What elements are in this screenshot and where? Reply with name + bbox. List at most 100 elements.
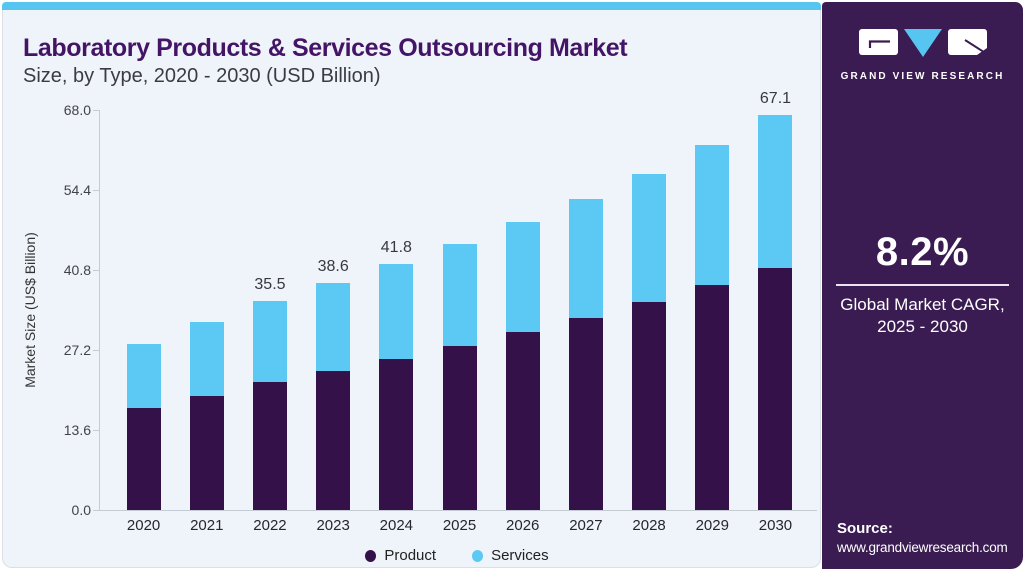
source-url: www.grandviewresearch.com — [837, 540, 1008, 555]
bar-slot-2027 — [554, 110, 617, 510]
x-label-2023: 2023 — [316, 517, 350, 534]
bar-2025-product-segment — [442, 345, 477, 510]
bar-2029-services-segment — [695, 145, 730, 286]
top-accent-bar — [2, 2, 821, 10]
y-tick-mark-40.8 — [93, 270, 100, 271]
bar-2030-services-segment — [758, 115, 793, 268]
source-label: Source: — [837, 520, 893, 537]
bar-2026-product-segment — [505, 332, 540, 510]
bar-slot-2020 — [112, 110, 175, 510]
bar-2024-product-segment — [379, 359, 414, 510]
bar-2025-services-segment — [442, 244, 477, 346]
y-tick-mark-54.4 — [93, 190, 100, 191]
bar-2030 — [758, 115, 793, 510]
bar-2020-product-segment — [126, 408, 161, 510]
gvr-wordmark: GRAND VIEW RESEARCH — [840, 71, 1005, 82]
x-label-2028: 2028 — [632, 517, 666, 534]
bar-value-2030: 67.1 — [759, 90, 792, 108]
y-tick-mark-27.2 — [93, 350, 100, 351]
x-label-2021: 2021 — [190, 517, 224, 534]
product-swatch-icon — [365, 549, 377, 562]
bar-2020-services-segment — [126, 343, 161, 409]
x-label-2029: 2029 — [695, 517, 729, 534]
cagr-value: 8.2% — [875, 230, 970, 274]
bar-2023-services-segment — [316, 282, 351, 371]
y-tick-mark-68.0 — [93, 110, 100, 111]
cagr-caption-line2: 2025 - 2030 — [877, 317, 968, 337]
gvr-logo: GRAND VIEW RESEARCH — [822, 28, 1023, 82]
bar-slot-2030: 67.1 — [744, 90, 807, 510]
y-tick-mark-0.0 — [93, 510, 100, 511]
bar-value-2023: 38.6 — [317, 257, 349, 275]
bar-2021-product-segment — [189, 396, 224, 510]
source-block: Source: www.grandviewresearch.com — [837, 520, 1008, 555]
gvr-logo-icon — [858, 29, 988, 57]
y-tick-label-0.0: 0.0 — [71, 502, 91, 518]
bar-2029 — [695, 145, 730, 510]
x-label-2030: 2030 — [758, 517, 793, 534]
x-label-2024: 2024 — [379, 517, 414, 534]
legend-label-services: Services — [491, 547, 549, 564]
x-label-2022: 2022 — [253, 517, 287, 534]
y-tick-label-54.4: 54.4 — [63, 182, 91, 198]
bar-2028-product-segment — [632, 301, 667, 510]
y-tick-mark-13.6 — [93, 430, 100, 431]
bar-slot-2024: 41.8 — [365, 110, 428, 510]
bar-2022-product-segment — [252, 382, 287, 510]
bar-slot-2026 — [491, 110, 554, 510]
legend: Product Services — [99, 547, 815, 564]
bar-2029-product-segment — [695, 285, 730, 510]
legend-label-product: Product — [384, 547, 437, 564]
bar-slot-2021 — [175, 110, 238, 510]
bar-value-2022: 35.5 — [254, 276, 286, 294]
chart-title: Laboratory Products & Services Outsourci… — [23, 34, 628, 62]
bars: 35.5 38.6 41.8 67.1 — [100, 90, 815, 510]
x-axis-labels: 2020 2021 2022 2023 2024 2025 2026 2027 2028 2029… — [100, 517, 815, 534]
x-label-2025: 2025 — [442, 517, 477, 534]
bar-2027-services-segment — [568, 198, 603, 318]
bar-2024-services-segment — [379, 264, 414, 360]
y-axis-line — [99, 110, 100, 511]
cagr-caption-line1: Global Market CAGR, — [840, 295, 1005, 314]
bar-2028 — [632, 173, 667, 510]
bar-2021 — [189, 322, 224, 510]
bar-2022 — [252, 301, 287, 510]
legend-item-services: Services — [472, 547, 549, 564]
bar-2022-services-segment — [252, 301, 287, 383]
cagr-block: 8.2% Global Market CAGR, 2025 - 2030 — [836, 230, 1009, 339]
bar-2028-services-segment — [632, 173, 667, 302]
y-tick-label-40.8: 40.8 — [63, 262, 91, 278]
bar-slot-2022: 35.5 — [238, 110, 301, 510]
y-tick-label-27.2: 27.2 — [63, 342, 91, 358]
bar-value-2024: 41.8 — [380, 239, 412, 257]
services-swatch-icon — [472, 549, 484, 562]
bar-slot-2023: 38.6 — [302, 110, 365, 510]
bar-2027-product-segment — [568, 317, 603, 510]
bar-2027 — [568, 198, 603, 510]
bar-slot-2028 — [618, 110, 681, 510]
brand-panel: GRAND VIEW RESEARCH 8.2% Global Market C… — [822, 2, 1023, 569]
bar-slot-2025 — [428, 110, 491, 510]
bar-2023-product-segment — [316, 370, 351, 510]
bar-2030-product-segment — [758, 267, 793, 510]
bar-2025 — [442, 244, 477, 510]
bar-2020 — [126, 343, 161, 510]
x-label-2027: 2027 — [569, 517, 603, 534]
cagr-divider — [836, 284, 1009, 286]
bar-2024 — [379, 264, 414, 510]
bar-2021-services-segment — [189, 322, 224, 397]
y-tick-label-13.6: 13.6 — [63, 422, 91, 438]
bar-slot-2029 — [681, 110, 744, 510]
chart-card: Laboratory Products & Services Outsourci… — [2, 10, 821, 568]
bar-2026 — [505, 222, 540, 510]
x-axis-line — [93, 510, 817, 511]
legend-item-product: Product — [365, 547, 436, 564]
bar-2023 — [316, 282, 351, 510]
x-label-2020: 2020 — [126, 517, 161, 534]
chart-subtitle: Size, by Type, 2020 - 2030 (USD Billion) — [23, 65, 381, 87]
x-label-2026: 2026 — [506, 517, 540, 534]
bar-2026-services-segment — [505, 222, 540, 333]
y-tick-label-68.0: 68.0 — [63, 102, 91, 118]
y-axis-title: Market Size (US$ Billion) — [22, 232, 38, 388]
